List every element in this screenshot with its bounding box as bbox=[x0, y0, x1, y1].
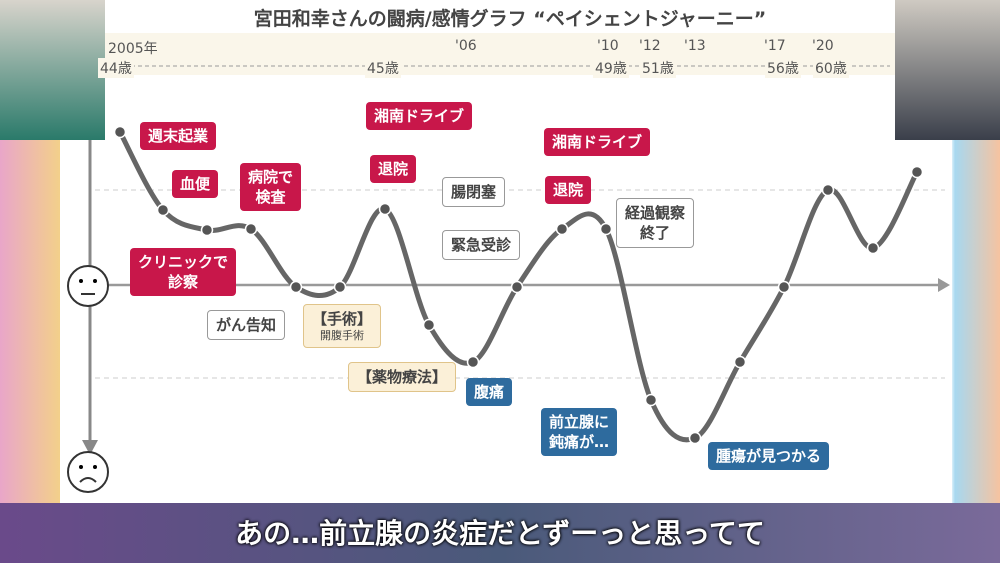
curve-point bbox=[733, 355, 747, 369]
annotation: 退院 bbox=[370, 155, 417, 183]
face-neutral bbox=[67, 265, 109, 307]
annotation-line: 経過観察 bbox=[625, 204, 686, 222]
year-label: '17 bbox=[764, 38, 786, 54]
annotation: 腫瘍が見つかる bbox=[708, 442, 830, 470]
annotation: がん告知 bbox=[207, 310, 286, 340]
curve-point bbox=[821, 183, 835, 197]
annotation-line: 湘南ドライブ bbox=[552, 133, 643, 151]
annotation-line: 緊急受診 bbox=[451, 236, 512, 254]
age-label: 49歳 bbox=[593, 58, 629, 78]
curve-point bbox=[244, 222, 258, 236]
webcam-left bbox=[0, 0, 105, 140]
slide-title: 宮田和幸さんの闘病/感情グラフ “ペイシェントジャーニー” bbox=[253, 8, 767, 30]
curve-point bbox=[289, 280, 303, 294]
annotation-line: 開腹手術 bbox=[320, 329, 364, 342]
emotion-curve bbox=[117, 129, 920, 443]
annotation: 【手術】 開腹手術 bbox=[303, 304, 382, 348]
annotation: 湘南ドライブ bbox=[366, 102, 473, 130]
annotation-line: 病院で bbox=[248, 168, 294, 186]
axis-arrow bbox=[82, 440, 98, 455]
curve-point bbox=[555, 222, 569, 236]
annotation: 【薬物療法】 bbox=[348, 362, 457, 392]
curve-point bbox=[866, 241, 880, 255]
caption: あの…前立腺の炎症だとずーっと思ってて bbox=[235, 517, 765, 550]
age-label: 56歳 bbox=[765, 58, 801, 78]
year-label: 2005年 bbox=[108, 41, 158, 57]
timeline-band bbox=[105, 33, 895, 75]
annotation: 湘南ドライブ bbox=[544, 128, 651, 156]
year-label: '10 bbox=[597, 38, 619, 54]
annotation-line: 腫瘍が見つかる bbox=[716, 447, 822, 465]
annotation-line: 鈍痛が… bbox=[549, 433, 610, 451]
face-sad bbox=[67, 451, 109, 493]
annotation: 血便 bbox=[172, 170, 219, 198]
annotation: 病院で 検査 bbox=[240, 163, 302, 211]
annotation-line: クリニックで bbox=[138, 253, 229, 271]
annotation-line: 退院 bbox=[378, 160, 409, 178]
annotation-line: がん告知 bbox=[216, 316, 277, 334]
annotation-line: 前立腺に bbox=[549, 413, 610, 431]
annotation-line: 週末起業 bbox=[148, 127, 209, 145]
age-label: 60歳 bbox=[813, 58, 849, 78]
curve-point bbox=[422, 318, 436, 332]
annotation: 経過観察 終了 bbox=[616, 198, 695, 248]
annotation-line: 診察 bbox=[168, 273, 199, 291]
annotation: 退院 bbox=[545, 176, 592, 204]
curve-point bbox=[156, 203, 170, 217]
year-label: '06 bbox=[455, 38, 477, 54]
age-label: 45歳 bbox=[365, 58, 401, 78]
annotation-line: 終了 bbox=[640, 224, 671, 242]
curve-point bbox=[599, 222, 613, 236]
annotation: 週末起業 bbox=[140, 122, 217, 150]
annotation-line: 退院 bbox=[553, 181, 584, 199]
annotation-line: 湘南ドライブ bbox=[374, 107, 465, 125]
curve-point bbox=[510, 280, 524, 294]
curve-point bbox=[333, 280, 347, 294]
annotation: クリニックで 診察 bbox=[130, 248, 237, 296]
annotation: 腸閉塞 bbox=[442, 177, 506, 207]
year-label: '13 bbox=[684, 38, 706, 54]
annotation: 前立腺に鈍痛が… bbox=[541, 408, 618, 456]
annotation-line: 【手術】 bbox=[312, 310, 373, 328]
year-label: '20 bbox=[812, 38, 834, 54]
caption-band bbox=[0, 503, 1000, 563]
annotation-line: 腸閉塞 bbox=[451, 183, 497, 201]
axis-arrow bbox=[938, 278, 950, 292]
curve-point bbox=[466, 355, 480, 369]
curve-point bbox=[113, 125, 127, 139]
annotation: 緊急受診 bbox=[442, 230, 521, 260]
annotation-line: 腹痛 bbox=[474, 383, 505, 401]
age-label: 51歳 bbox=[640, 58, 676, 78]
curve-point bbox=[777, 280, 791, 294]
curve-point bbox=[910, 165, 924, 179]
age-label: 44歳 bbox=[98, 58, 134, 78]
curve-point bbox=[644, 393, 658, 407]
annotation-line: 血便 bbox=[180, 175, 211, 193]
curve-point bbox=[378, 202, 392, 216]
curve-point bbox=[688, 431, 702, 445]
curve-point bbox=[200, 223, 214, 237]
annotation-line: 【薬物療法】 bbox=[357, 368, 448, 386]
webcam-right bbox=[895, 0, 1000, 140]
annotation: 腹痛 bbox=[466, 378, 513, 406]
year-label: '12 bbox=[639, 38, 661, 54]
annotation-line: 検査 bbox=[255, 188, 286, 206]
